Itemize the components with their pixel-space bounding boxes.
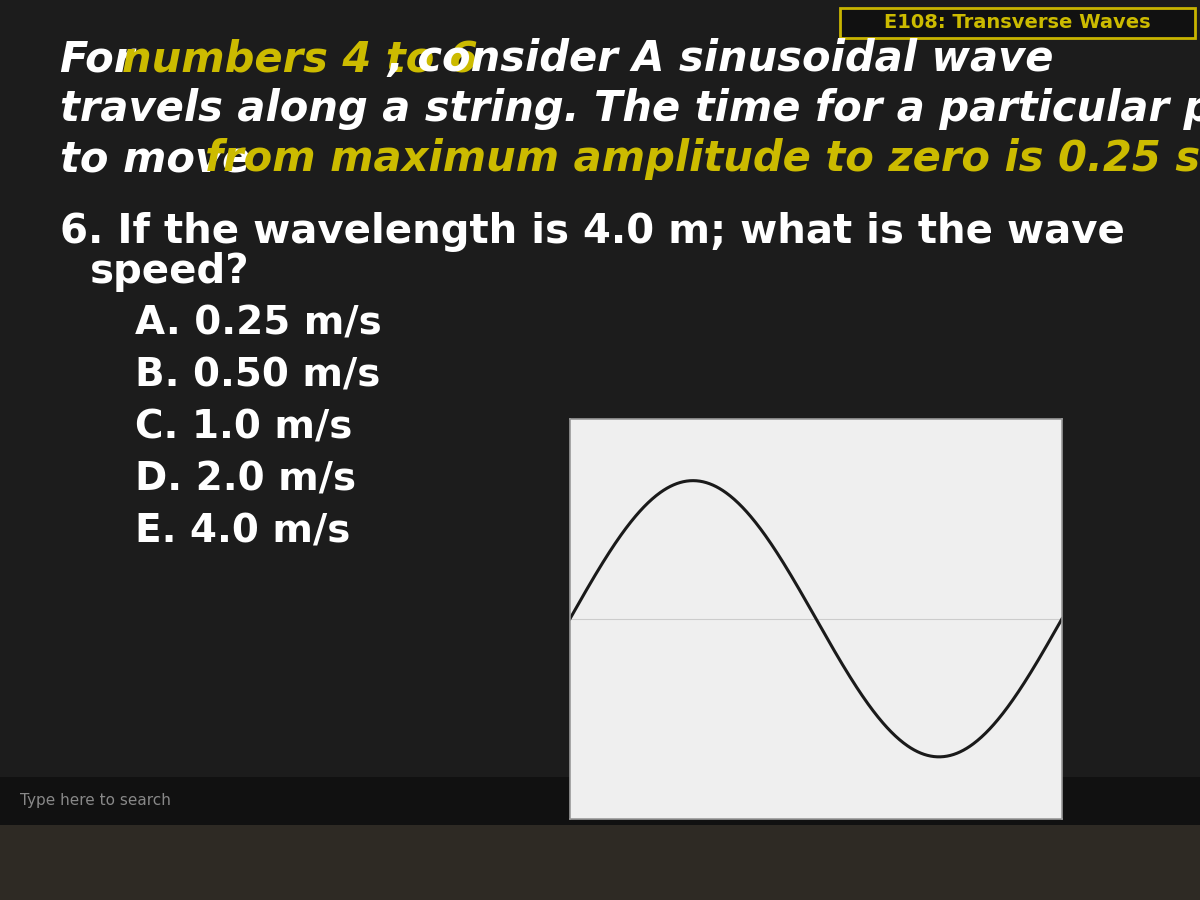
Text: B. 0.50 m/s: B. 0.50 m/s bbox=[134, 356, 380, 394]
Text: Type here to search: Type here to search bbox=[20, 794, 170, 808]
Text: E108: Transverse Waves: E108: Transverse Waves bbox=[884, 14, 1151, 32]
Text: speed?: speed? bbox=[90, 252, 250, 292]
Text: D. 2.0 m/s: D. 2.0 m/s bbox=[134, 460, 356, 498]
Text: A. 0.25 m/s: A. 0.25 m/s bbox=[134, 304, 382, 342]
Text: 6. If the wavelength is 4.0 m; what is the wave: 6. If the wavelength is 4.0 m; what is t… bbox=[60, 212, 1124, 252]
Text: , consider A sinusoidal wave: , consider A sinusoidal wave bbox=[386, 38, 1054, 80]
Text: travels along a string. The time for a particular point: travels along a string. The time for a p… bbox=[60, 88, 1200, 130]
Text: For: For bbox=[60, 38, 149, 80]
FancyBboxPatch shape bbox=[0, 777, 1200, 825]
Text: numbers 4 to 6: numbers 4 to 6 bbox=[122, 38, 478, 80]
Text: from maximum amplitude to zero is 0.25 s.: from maximum amplitude to zero is 0.25 s… bbox=[205, 138, 1200, 180]
FancyBboxPatch shape bbox=[0, 825, 1200, 900]
Text: C. 1.0 m/s: C. 1.0 m/s bbox=[134, 408, 353, 446]
Text: 31°C: 31°C bbox=[750, 794, 787, 808]
Text: E. 4.0 m/s: E. 4.0 m/s bbox=[134, 512, 350, 550]
FancyBboxPatch shape bbox=[840, 8, 1195, 38]
Text: to move: to move bbox=[60, 138, 265, 180]
